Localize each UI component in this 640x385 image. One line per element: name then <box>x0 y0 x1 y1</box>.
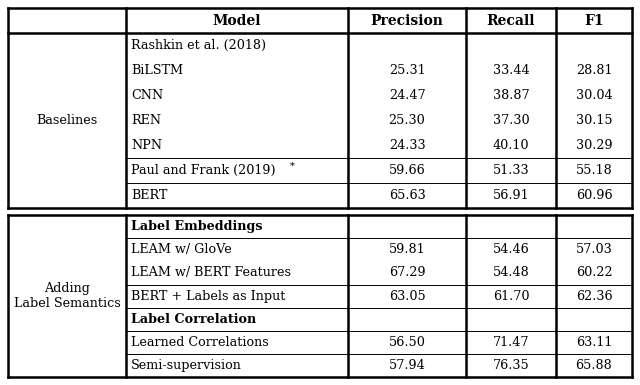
Text: BiLSTM: BiLSTM <box>131 64 183 77</box>
Text: 59.81: 59.81 <box>388 243 426 256</box>
Text: 62.36: 62.36 <box>576 290 612 303</box>
Text: 37.30: 37.30 <box>493 114 529 127</box>
Text: CNN: CNN <box>131 89 163 102</box>
Text: 55.18: 55.18 <box>575 164 612 177</box>
Text: Rashkin et al. (2018): Rashkin et al. (2018) <box>131 39 266 52</box>
Text: Model: Model <box>212 13 261 27</box>
Text: F1: F1 <box>584 13 604 27</box>
Text: Baselines: Baselines <box>36 114 98 127</box>
Text: Recall: Recall <box>487 13 535 27</box>
Text: 60.22: 60.22 <box>576 266 612 280</box>
Text: 60.96: 60.96 <box>576 189 612 203</box>
Text: BERT: BERT <box>131 189 168 203</box>
Text: LEAM w/ GloVe: LEAM w/ GloVe <box>131 243 232 256</box>
Text: 25.30: 25.30 <box>388 114 426 127</box>
Text: 56.50: 56.50 <box>388 336 426 349</box>
Text: 30.04: 30.04 <box>576 89 612 102</box>
Text: 76.35: 76.35 <box>493 359 529 372</box>
Text: 25.31: 25.31 <box>388 64 426 77</box>
Text: 67.29: 67.29 <box>388 266 426 280</box>
Text: Paul and Frank (2019): Paul and Frank (2019) <box>131 164 276 177</box>
Text: 63.05: 63.05 <box>388 290 426 303</box>
Text: 65.88: 65.88 <box>575 359 612 372</box>
Text: 57.94: 57.94 <box>388 359 426 372</box>
Text: REN: REN <box>131 114 161 127</box>
Text: 61.70: 61.70 <box>493 290 529 303</box>
Text: 33.44: 33.44 <box>493 64 529 77</box>
Text: Label Embeddings: Label Embeddings <box>131 220 262 233</box>
Text: 28.81: 28.81 <box>576 64 612 77</box>
Text: LEAM w/ BERT Features: LEAM w/ BERT Features <box>131 266 291 280</box>
Text: 63.11: 63.11 <box>576 336 612 349</box>
Text: Adding
Label Semantics: Adding Label Semantics <box>13 282 120 310</box>
Text: 30.15: 30.15 <box>576 114 612 127</box>
Text: *: * <box>290 161 295 170</box>
Text: 24.33: 24.33 <box>388 139 426 152</box>
Text: 71.47: 71.47 <box>493 336 529 349</box>
Text: 59.66: 59.66 <box>388 164 426 177</box>
Text: Learned Correlations: Learned Correlations <box>131 336 269 349</box>
Text: 57.03: 57.03 <box>575 243 612 256</box>
Text: 30.29: 30.29 <box>576 139 612 152</box>
Text: 38.87: 38.87 <box>493 89 529 102</box>
Text: 54.46: 54.46 <box>493 243 529 256</box>
Text: 51.33: 51.33 <box>493 164 529 177</box>
Text: 24.47: 24.47 <box>388 89 426 102</box>
Text: 56.91: 56.91 <box>493 189 529 203</box>
Text: NPN: NPN <box>131 139 162 152</box>
Text: 40.10: 40.10 <box>493 139 529 152</box>
Text: Label Correlation: Label Correlation <box>131 313 256 326</box>
Text: 65.63: 65.63 <box>388 189 426 203</box>
Text: BERT + Labels as Input: BERT + Labels as Input <box>131 290 285 303</box>
Text: 54.48: 54.48 <box>493 266 529 280</box>
Text: Semi-supervision: Semi-supervision <box>131 359 242 372</box>
Text: Precision: Precision <box>371 13 444 27</box>
